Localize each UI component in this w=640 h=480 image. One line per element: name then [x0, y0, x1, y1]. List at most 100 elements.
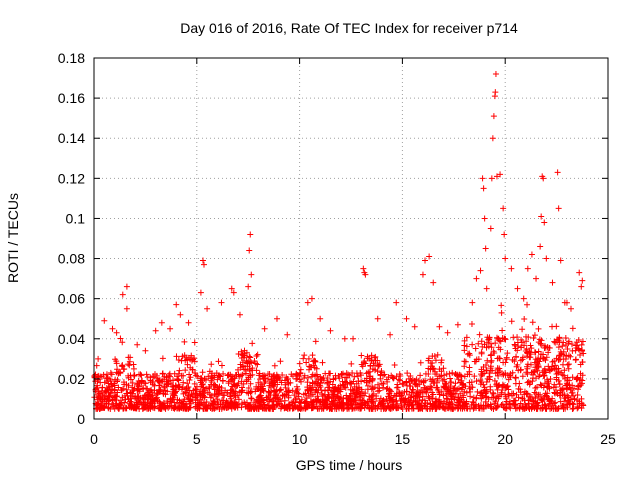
data-point	[539, 404, 546, 411]
data-point	[557, 369, 564, 376]
data-point	[466, 368, 473, 375]
data-point	[527, 361, 534, 368]
data-point	[531, 368, 538, 375]
data-point	[175, 403, 182, 410]
data-point	[562, 395, 569, 402]
data-point	[514, 405, 521, 412]
data-point	[512, 354, 519, 361]
data-point	[320, 377, 327, 384]
data-point	[525, 400, 532, 407]
data-point	[467, 388, 474, 395]
data-point	[573, 376, 580, 383]
data-point	[204, 305, 211, 312]
data-point	[229, 376, 236, 383]
data-point	[482, 245, 489, 252]
data-point	[314, 380, 321, 387]
data-point	[550, 365, 557, 372]
data-point	[523, 390, 530, 397]
data-point	[122, 396, 129, 403]
data-point	[497, 171, 504, 178]
data-point	[528, 345, 535, 352]
data-point	[575, 337, 582, 344]
data-point	[575, 383, 582, 390]
data-point	[227, 371, 234, 378]
data-point	[554, 169, 561, 176]
data-point	[312, 338, 319, 345]
data-point	[341, 383, 348, 390]
data-point	[538, 337, 545, 344]
data-point	[563, 352, 570, 359]
data-point	[576, 400, 583, 407]
data-point	[134, 403, 141, 410]
data-point	[200, 402, 207, 409]
data-point	[405, 405, 412, 412]
data-point	[331, 397, 338, 404]
data-point	[440, 392, 447, 399]
data-point	[181, 338, 188, 345]
data-point	[396, 390, 403, 397]
data-point	[434, 375, 441, 382]
data-point	[181, 352, 188, 359]
data-point	[186, 377, 193, 384]
data-point	[442, 385, 449, 392]
data-point	[324, 404, 331, 411]
data-point	[185, 384, 192, 391]
data-point	[524, 301, 531, 308]
data-point	[578, 395, 585, 402]
data-point	[492, 89, 499, 96]
data-point	[186, 404, 193, 411]
data-point	[508, 265, 515, 272]
data-point	[512, 342, 519, 349]
data-point	[297, 369, 304, 376]
data-point	[537, 381, 544, 388]
data-points	[91, 71, 587, 412]
data-point	[130, 365, 137, 372]
data-point	[301, 352, 308, 359]
data-point	[126, 404, 133, 411]
data-point	[261, 379, 268, 386]
data-point	[565, 365, 572, 372]
data-point	[443, 371, 450, 378]
data-point	[225, 400, 232, 407]
data-point	[95, 355, 102, 362]
data-point	[422, 257, 429, 264]
data-point	[134, 380, 141, 387]
data-point	[219, 402, 226, 409]
data-point	[127, 372, 134, 379]
data-point	[294, 371, 301, 378]
data-point	[537, 243, 544, 250]
data-point	[232, 392, 239, 399]
data-point	[254, 351, 261, 358]
data-point	[374, 357, 381, 364]
data-point	[553, 370, 560, 377]
data-point	[270, 383, 277, 390]
data-point	[278, 403, 285, 410]
data-point	[547, 376, 554, 383]
data-point	[292, 396, 299, 403]
data-point	[119, 339, 126, 346]
data-point	[186, 398, 193, 405]
data-point	[484, 357, 491, 364]
data-point	[545, 349, 552, 356]
data-point	[174, 376, 181, 383]
data-point	[184, 361, 191, 368]
data-point	[469, 341, 476, 348]
y-tick-label: 0.18	[58, 50, 85, 66]
data-point	[542, 369, 549, 376]
data-point	[486, 336, 493, 343]
data-point	[298, 400, 305, 407]
data-point	[361, 358, 368, 365]
data-point	[475, 340, 482, 347]
data-point	[164, 402, 171, 409]
y-tick-label: 0.06	[58, 291, 85, 307]
data-point	[105, 380, 112, 387]
data-point	[548, 405, 555, 412]
data-point	[310, 404, 317, 411]
data-point	[473, 275, 480, 282]
data-point	[308, 295, 315, 302]
data-point	[545, 363, 552, 370]
data-point	[199, 369, 206, 376]
data-point	[369, 383, 376, 390]
data-point	[153, 395, 160, 402]
data-point	[357, 405, 364, 412]
